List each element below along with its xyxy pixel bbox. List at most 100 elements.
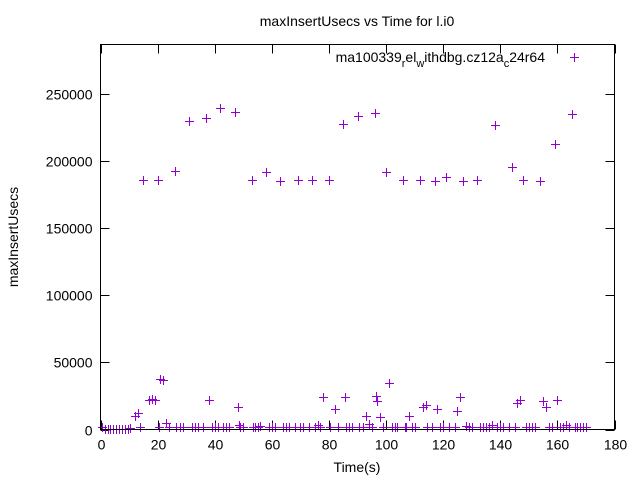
data-point <box>373 397 382 406</box>
y-tick-label: 150000 <box>46 221 93 237</box>
data-point <box>542 403 551 412</box>
data-point <box>362 412 371 421</box>
data-point <box>339 120 348 129</box>
data-point <box>451 423 460 432</box>
data-point <box>331 405 340 414</box>
legend-label: ma100339relwithdbg.cz12ac24r64 <box>336 49 546 70</box>
data-point <box>405 412 414 421</box>
data-point <box>271 423 280 432</box>
legend-text-part: el <box>405 49 416 65</box>
x-tick-label: 140 <box>489 437 513 453</box>
legend-text-part: ithdbg.cz12a <box>424 49 504 65</box>
legend-subscript: c <box>504 58 510 70</box>
data-point <box>473 176 482 185</box>
data-point <box>376 413 385 422</box>
data-point <box>428 423 437 432</box>
data-point <box>516 396 525 405</box>
data-point <box>582 423 591 432</box>
legend-subscript: w <box>415 58 424 70</box>
data-point <box>262 168 271 177</box>
data-point <box>368 423 377 432</box>
data-point <box>151 396 160 405</box>
data-point <box>341 393 350 402</box>
data-point <box>171 167 180 176</box>
data-point <box>433 405 442 414</box>
data-point <box>205 396 214 405</box>
data-point <box>453 407 462 416</box>
data-point <box>254 423 263 432</box>
y-tick-label: 100000 <box>46 288 93 304</box>
x-tick-label: 180 <box>604 437 628 453</box>
data-point <box>319 393 328 402</box>
data-point <box>553 396 562 405</box>
x-tick-label: 100 <box>375 437 399 453</box>
x-tick-label: 60 <box>265 437 281 453</box>
data-point <box>159 376 168 385</box>
x-tick-label: 20 <box>151 437 167 453</box>
y-tick-label: 250000 <box>46 87 93 103</box>
data-point <box>154 176 163 185</box>
data-point <box>385 379 394 388</box>
data-point <box>456 393 465 402</box>
data-point <box>139 176 148 185</box>
data-point <box>179 423 188 432</box>
data-point <box>468 423 477 432</box>
data-point <box>411 423 420 432</box>
data-point <box>234 403 243 412</box>
data-point <box>372 392 381 401</box>
data-point <box>276 177 285 186</box>
data-point <box>551 140 560 149</box>
data-point <box>134 409 143 418</box>
x-tick-label: 160 <box>546 437 570 453</box>
data-point <box>326 423 335 432</box>
data-point <box>136 423 145 432</box>
x-tick-label: 80 <box>322 437 338 453</box>
data-point <box>416 176 425 185</box>
data-point <box>382 168 391 177</box>
data-point <box>294 176 303 185</box>
y-tick-label: 0 <box>85 423 93 439</box>
data-point <box>185 117 194 126</box>
data-points <box>98 104 591 434</box>
data-point <box>199 423 208 432</box>
data-point <box>536 177 545 186</box>
data-point <box>491 121 500 130</box>
data-point <box>508 163 517 172</box>
data-point <box>422 401 431 410</box>
data-point <box>548 423 557 432</box>
legend-marker <box>570 53 579 62</box>
legend-subscript: r <box>402 58 406 70</box>
data-point <box>155 423 164 432</box>
chart-title: maxInsertUsecs vs Time for l.i0 <box>260 13 455 29</box>
data-point <box>248 176 257 185</box>
data-point <box>126 424 135 433</box>
legend-plus-icon <box>570 53 579 62</box>
x-tick-label: 0 <box>98 437 106 453</box>
y-axis-label: maxInsertUsecs <box>5 187 21 287</box>
data-point <box>334 423 343 432</box>
data-point <box>459 177 468 186</box>
data-point <box>216 104 225 113</box>
y-tick-label: 200000 <box>46 154 93 170</box>
data-point <box>314 421 323 430</box>
x-axis-label: Time(s) <box>334 459 381 475</box>
data-point <box>519 176 528 185</box>
data-point <box>539 397 548 406</box>
x-tick-label: 120 <box>432 437 456 453</box>
x-tick-label: 40 <box>208 437 224 453</box>
data-point <box>231 108 240 117</box>
data-point <box>442 173 451 182</box>
data-point <box>202 114 211 123</box>
axis-ticks: 0 50000 100000 150000 200000 250000 0 20 40 60 80 1… <box>46 44 628 453</box>
data-point <box>531 423 540 432</box>
data-point <box>325 176 334 185</box>
y-tick-label: 50000 <box>54 355 93 371</box>
data-point <box>308 176 317 185</box>
legend-text-part: ma100339 <box>336 49 402 65</box>
data-point <box>399 176 408 185</box>
plot-frame <box>100 44 615 430</box>
data-point <box>235 421 244 430</box>
data-point <box>225 423 234 432</box>
legend: ma100339relwithdbg.cz12ac24r64 <box>336 49 579 70</box>
